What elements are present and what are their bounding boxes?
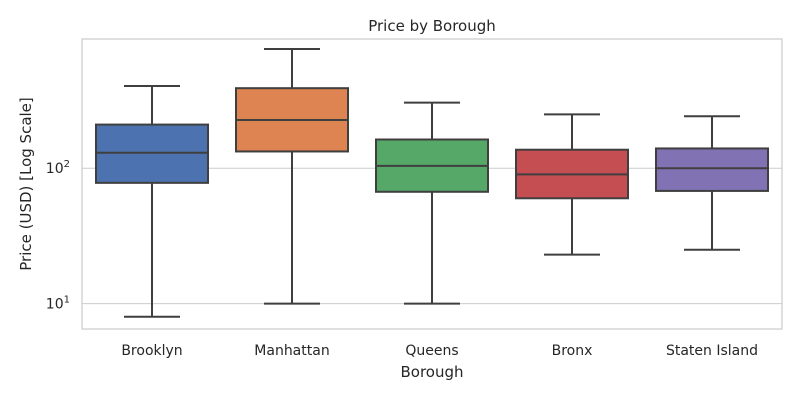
box-bronx	[515, 113, 629, 256]
x-tick-label: Queens	[405, 343, 458, 359]
x-tick-label: Manhattan	[254, 343, 329, 359]
plot-frame	[81, 38, 783, 330]
x-tick-label: Brooklyn	[121, 343, 182, 359]
x-axis-label: Borough	[400, 363, 463, 381]
y-tick-label: 101	[46, 295, 70, 313]
boxes	[95, 47, 769, 318]
x-tick-label: Bronx	[552, 343, 593, 359]
y-tick-label: 102	[46, 159, 70, 177]
x-tick-label: Staten Island	[666, 343, 758, 359]
x-axis-ticks: Brooklyn Manhattan Queens Bronx Staten Islan…	[121, 343, 758, 359]
box-staten-island	[655, 115, 769, 251]
y-axis-ticks: 101 102	[46, 159, 70, 312]
box-iqr	[655, 147, 769, 192]
chart-title: Price by Borough	[368, 17, 496, 35]
y-axis-label: Price (USD) [Log Scale]	[17, 97, 35, 271]
box-brooklyn	[95, 84, 209, 318]
box-manhattan	[235, 47, 349, 305]
box-queens	[375, 101, 489, 305]
